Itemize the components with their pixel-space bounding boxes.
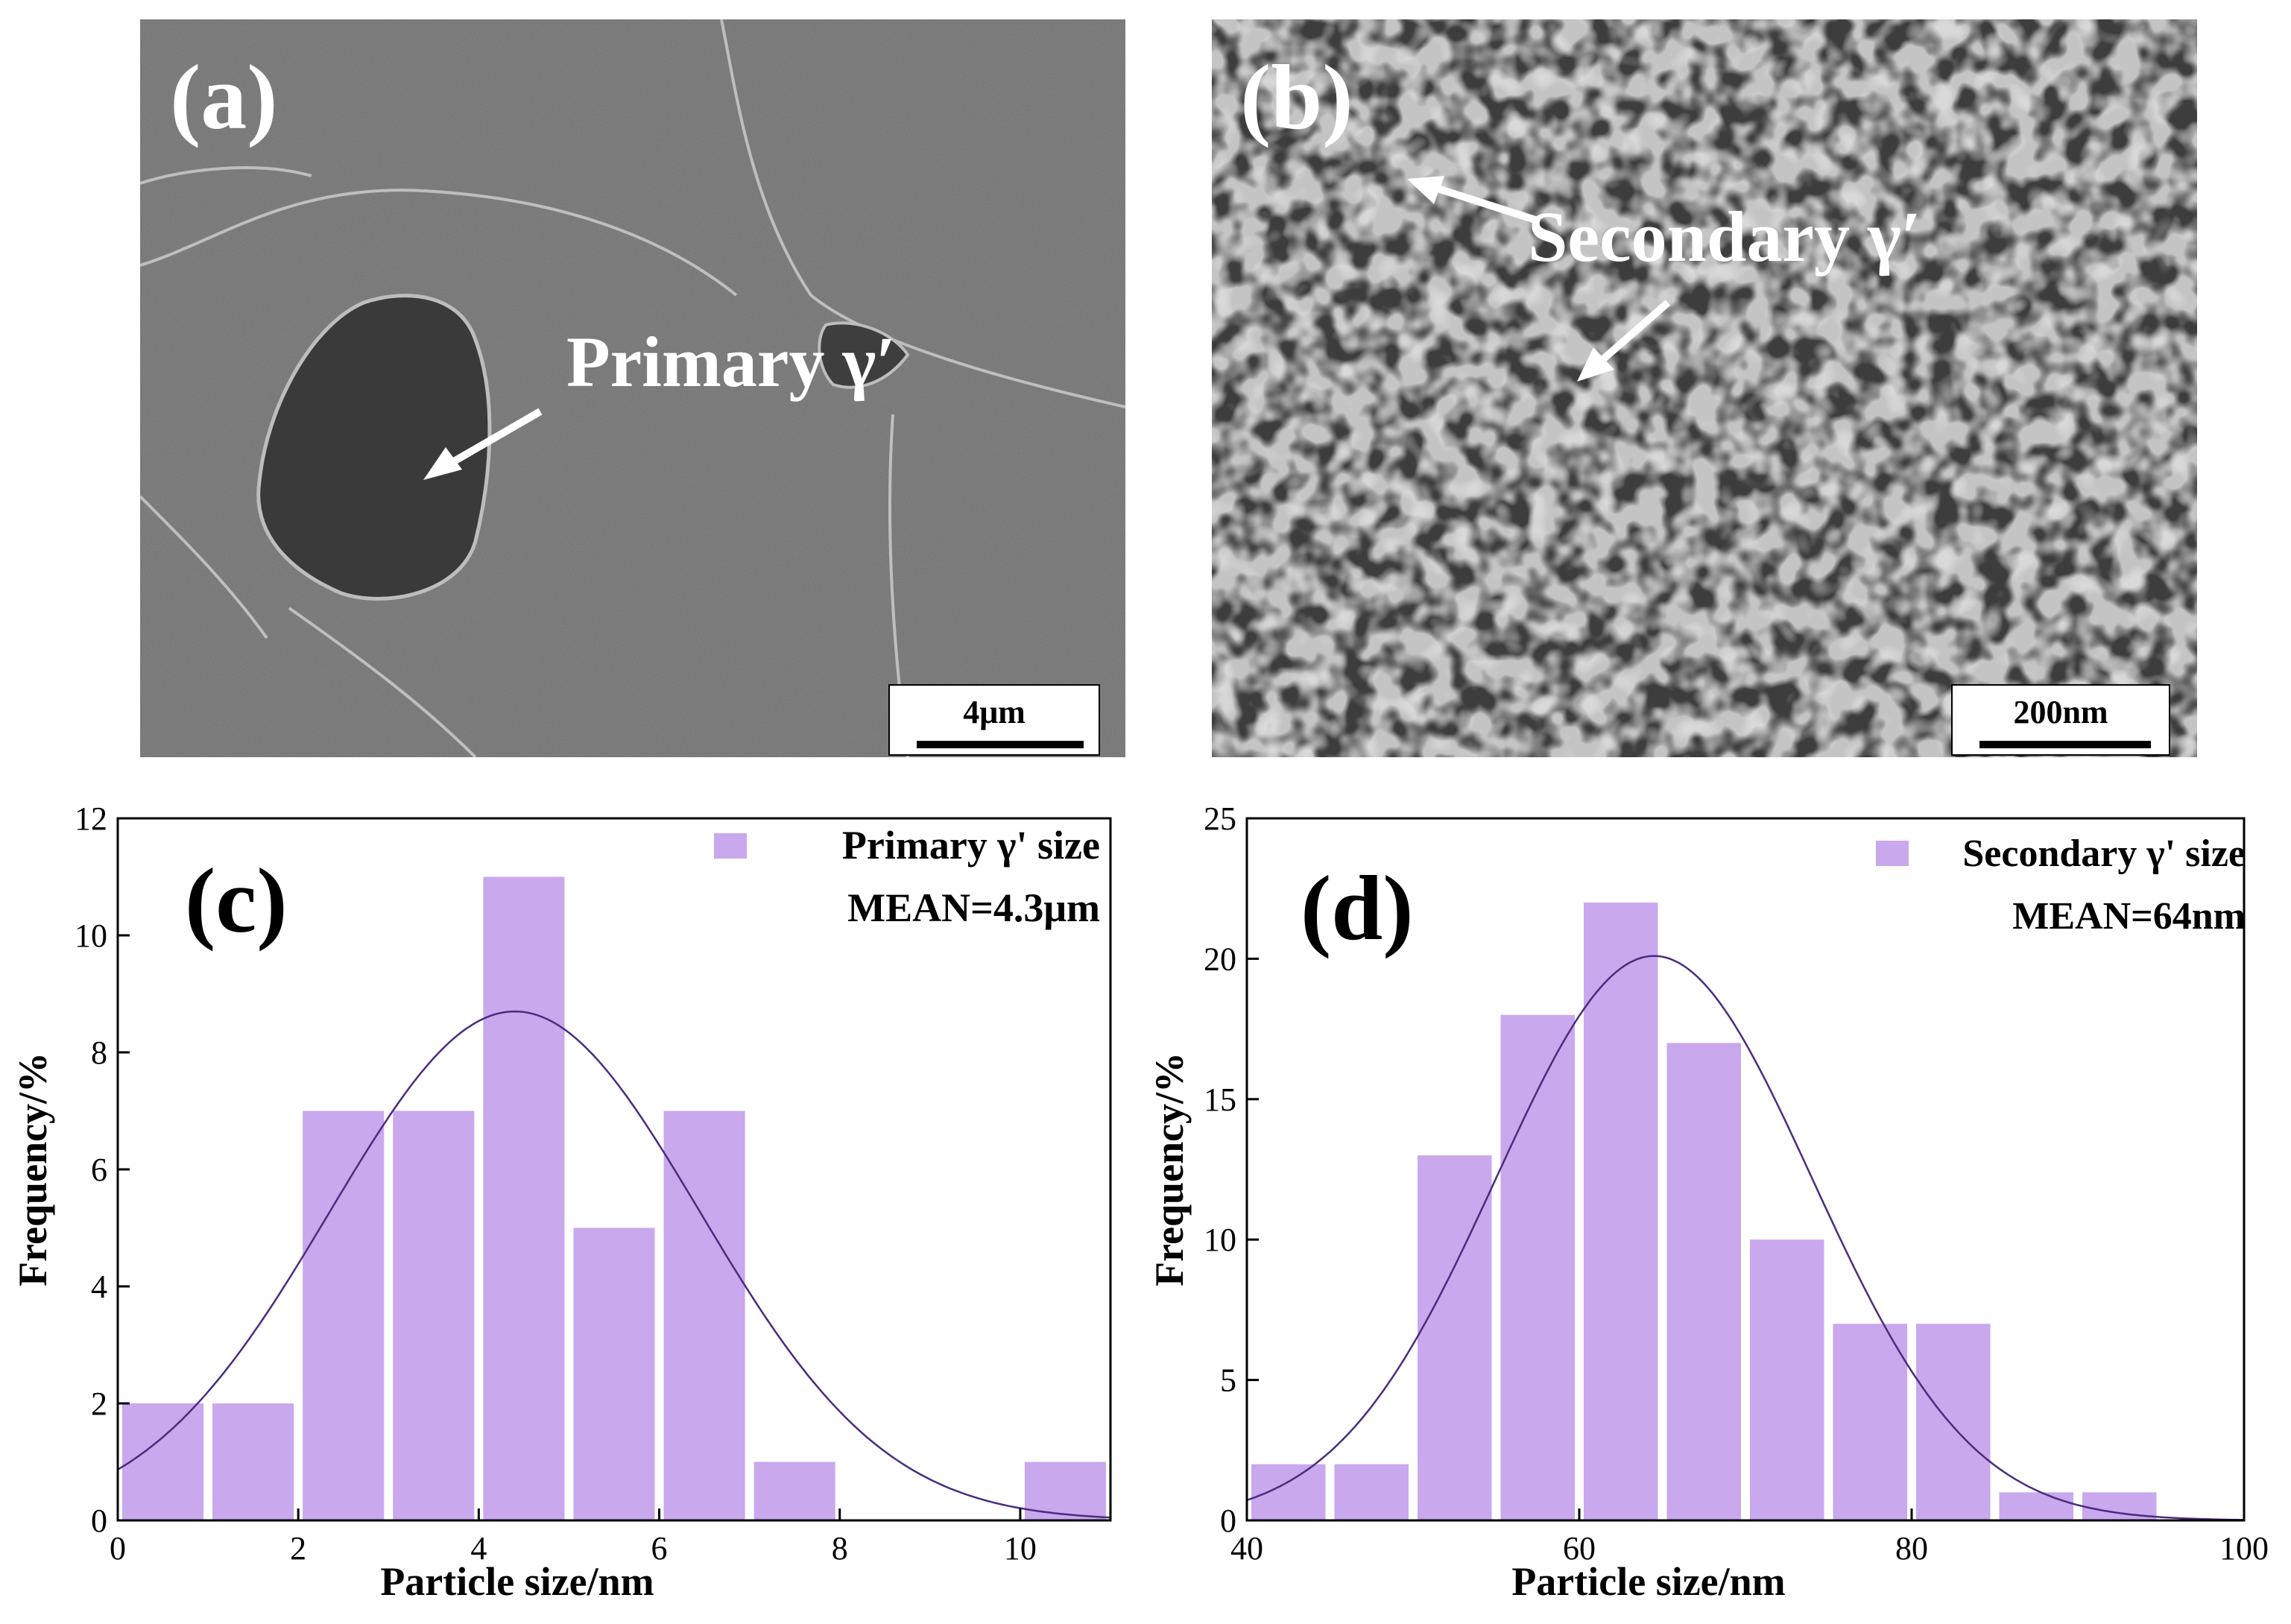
secondary-arrow-icon-1	[1407, 176, 1537, 224]
legend-swatch	[1876, 841, 1909, 866]
mean-label: MEAN=64nm	[2012, 895, 2246, 938]
sem-micrograph-b	[1212, 19, 2197, 757]
scale-line-b	[1979, 741, 2151, 748]
panel-letter: (d)	[1301, 857, 1414, 959]
x-tick-label: 60	[1563, 1530, 1596, 1567]
x-tick-label: 100	[2219, 1530, 2269, 1567]
histogram-bar	[1334, 1464, 1409, 1520]
x-tick-label: 80	[1895, 1530, 1928, 1567]
x-tick-label: 40	[1230, 1530, 1263, 1567]
histogram-bar	[122, 1403, 204, 1520]
y-tick-label: 10	[75, 917, 107, 954]
x-tick-label: 6	[651, 1530, 668, 1567]
secondary-arrow-icon-2	[1577, 300, 1671, 382]
y-tick-label: 15	[1204, 1081, 1236, 1118]
scale-label-a: 4μm	[963, 694, 1026, 730]
y-tick-label: 20	[1204, 941, 1236, 977]
y-tick-label: 8	[91, 1034, 107, 1071]
histogram-bar	[1750, 1239, 1824, 1520]
scale-bar-a: 4μm	[888, 684, 1100, 756]
legend-label: Primary γ' size	[842, 823, 1100, 868]
x-axis-label: Particle size/nm	[1511, 1559, 1785, 1604]
x-tick-label: 4	[470, 1530, 487, 1567]
histogram-bar	[1666, 1043, 1741, 1520]
histogram-bar	[753, 1462, 835, 1520]
histogram-bar	[1999, 1492, 2073, 1520]
sem-image-a	[140, 19, 1125, 757]
histogram-bar	[393, 1110, 475, 1520]
histogram-bar	[663, 1110, 745, 1520]
histogram-bar	[303, 1110, 385, 1520]
primary-gamma-label: Primary γ′	[566, 322, 897, 402]
x-axis-label: Particle size/nm	[380, 1559, 654, 1604]
panel-letter-a: (a)	[170, 46, 278, 148]
panel-letter-b: (b)	[1240, 46, 1353, 148]
histogram-bar	[1916, 1324, 1991, 1520]
sem-image-b	[1212, 19, 2197, 757]
x-tick-label: 2	[290, 1530, 306, 1567]
normal-fit-curve	[1246, 955, 2245, 1521]
histogram-bar	[573, 1228, 655, 1520]
y-tick-label: 0	[91, 1503, 107, 1539]
y-tick-label: 2	[91, 1386, 107, 1422]
y-tick-label: 0	[1220, 1503, 1236, 1539]
legend-swatch	[714, 833, 747, 859]
histogram-chart-d: 40 60 80 100 0 5 10 15 20 25 Particle size/nm Frequ…	[1147, 800, 2269, 1604]
y-tick-label: 5	[1220, 1362, 1236, 1399]
x-tick-label: 0	[110, 1530, 126, 1567]
primary-arrow-icon	[423, 408, 543, 480]
scale-line-a	[917, 741, 1084, 748]
x-tick-label: 8	[832, 1530, 848, 1567]
sem-micrograph-a	[140, 19, 1125, 757]
y-tick-label: 12	[75, 800, 107, 837]
histogram-bar	[483, 876, 565, 1520]
histogram-bar	[1500, 1014, 1575, 1520]
y-tick-label: 4	[91, 1268, 107, 1305]
panel-letter: (c)	[185, 850, 288, 952]
histogram-bar	[1251, 1464, 1326, 1520]
scale-bar-b: 200nm	[1951, 684, 2170, 756]
y-axis-label: Frequency/%	[1147, 1052, 1192, 1286]
y-tick-label: 25	[1204, 800, 1236, 837]
x-tick-label: 10	[1004, 1530, 1037, 1567]
histogram-bar	[212, 1403, 294, 1520]
y-tick-label: 6	[91, 1151, 107, 1188]
secondary-gamma-label: Secondary γ′	[1528, 197, 1921, 277]
histogram-bar	[1584, 903, 1658, 1520]
y-tick-label: 10	[1204, 1222, 1236, 1258]
normal-fit-curve	[117, 1010, 1111, 1519]
legend-label: Secondary γ' size	[1962, 832, 2246, 875]
mean-label: MEAN=4.3μm	[847, 885, 1100, 930]
histogram-bar	[1833, 1324, 1907, 1520]
scale-label-b: 200nm	[2013, 694, 2108, 730]
histogram-chart-c: 0 2 4 6 8 10 0 2 4 6 8 10 12 Particle size/nm Frequenc…	[10, 800, 1112, 1604]
plot-frame	[1245, 817, 2246, 1522]
y-axis-label: Frequency/%	[10, 1052, 55, 1286]
